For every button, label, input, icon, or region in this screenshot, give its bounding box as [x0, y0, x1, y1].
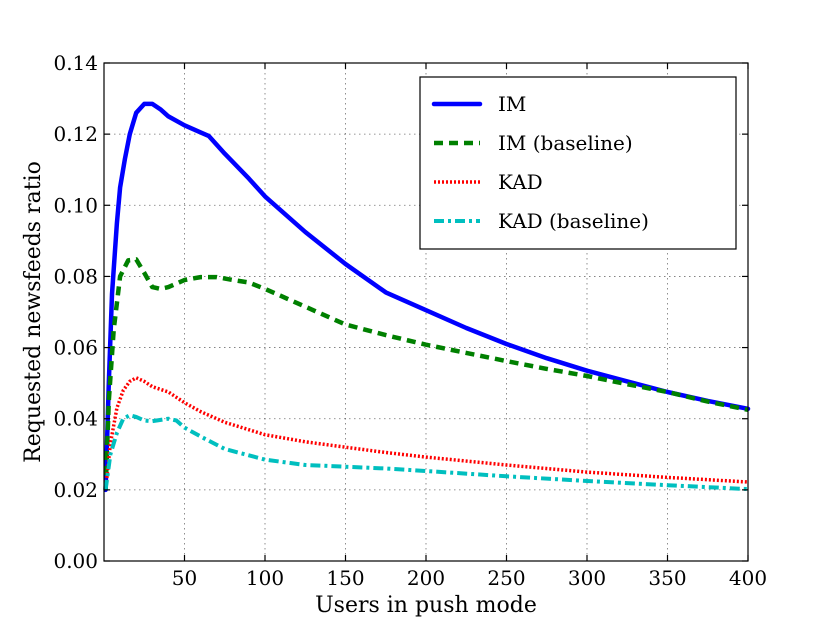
x-tick-label: 300: [568, 566, 606, 590]
x-tick-label: 350: [648, 566, 686, 590]
y-tick-label: 0.00: [53, 549, 98, 573]
series-line-im: [103, 101, 751, 493]
series-line-kad-baseline: [103, 413, 749, 492]
y-tick-label: 0.12: [53, 122, 98, 146]
x-tick-label: 200: [407, 566, 445, 590]
y-tick-label: 0.02: [53, 478, 98, 502]
legend-label: KAD (baseline): [498, 209, 649, 233]
legend-label: KAD: [498, 170, 543, 194]
y-tick-label: 0.06: [53, 336, 98, 360]
legend-label: IM (baseline): [498, 131, 633, 155]
x-axis-label: Users in push mode: [315, 593, 537, 618]
y-axis-label: Requested newsfeeds ratio: [21, 161, 46, 463]
x-tick-label: 250: [487, 566, 525, 590]
tick-layer: 50 100 150 200 250 300 350 400 0.00 0.02 0.04 0.06 0…: [53, 51, 767, 590]
legend: IM IM (baseline) KAD KAD (baseline): [419, 76, 737, 250]
series-layer: [103, 101, 751, 493]
x-tick-label: 150: [326, 566, 364, 590]
y-tick-label: 0.14: [53, 51, 98, 75]
series-line-kad: [103, 376, 749, 491]
y-tick-label: 0.10: [53, 193, 98, 217]
y-tick-label: 0.04: [53, 407, 98, 431]
y-tick-label: 0.08: [53, 264, 98, 288]
x-tick-label: 400: [729, 566, 767, 590]
series-line-im-baseline: [103, 257, 749, 490]
x-tick-label: 50: [172, 566, 197, 590]
x-tick-label: 100: [246, 566, 284, 590]
legend-label: IM: [498, 92, 526, 116]
